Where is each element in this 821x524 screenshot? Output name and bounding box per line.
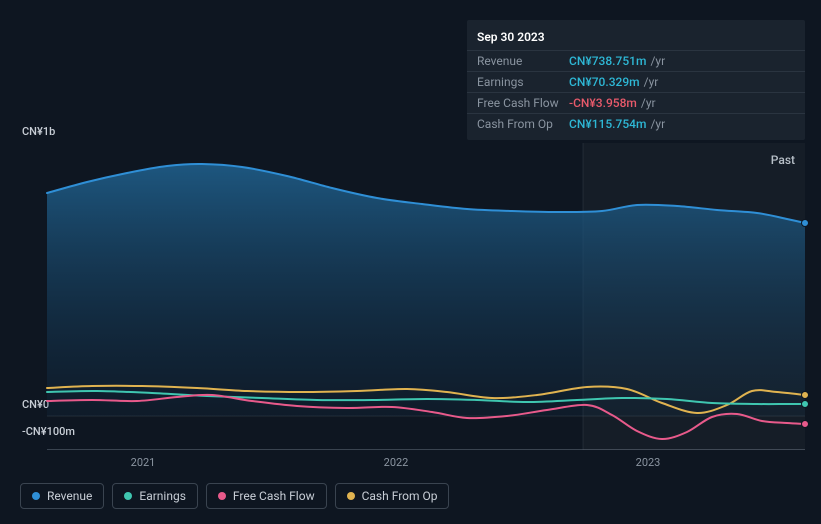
tooltip-unit: /yr [641, 96, 656, 110]
tooltip-unit: /yr [644, 75, 659, 89]
tooltip-value: CN¥70.329m [569, 75, 640, 89]
x-axis-label: 2022 [384, 456, 409, 469]
legend-dot-icon [218, 492, 226, 500]
chart-area: CN¥1bCN¥0-CN¥100m Past 202120222023 [16, 125, 805, 475]
tooltip-date: Sep 30 2023 [467, 26, 805, 50]
legend-label: Revenue [47, 489, 92, 503]
legend: Revenue Earnings Free Cash Flow Cash From O… [20, 483, 449, 509]
legend-dot-icon [347, 492, 355, 500]
tooltip-row: EarningsCN¥70.329m/yr [467, 71, 805, 92]
series-end-dot [802, 220, 809, 227]
past-label: Past [771, 153, 795, 167]
legend-dot-icon [124, 492, 132, 500]
legend-item[interactable]: Cash From Op [335, 483, 450, 509]
series-end-dot [802, 421, 809, 428]
y-axis-label: CN¥0 [22, 398, 49, 411]
legend-dot-icon [32, 492, 40, 500]
x-axis-label: 2021 [131, 456, 156, 469]
x-axis-label: 2023 [636, 456, 661, 469]
tooltip-unit: /yr [650, 117, 665, 131]
tooltip-value: -CN¥3.958m [569, 96, 637, 110]
tooltip-row: Cash From OpCN¥115.754m/yr [467, 113, 805, 134]
legend-item[interactable]: Free Cash Flow [206, 483, 327, 509]
tooltip-label: Free Cash Flow [477, 96, 569, 110]
plot-region[interactable] [47, 143, 805, 450]
tooltip-value: CN¥738.751m [569, 54, 646, 68]
legend-label: Free Cash Flow [233, 489, 315, 503]
tooltip-label: Earnings [477, 75, 569, 89]
x-axis-labels: 2021 2022 2023 [47, 452, 805, 468]
tooltip-unit: /yr [650, 54, 665, 68]
legend-item[interactable]: Earnings [112, 483, 198, 509]
tooltip-label: Revenue [477, 54, 569, 68]
tooltip-row: Free Cash Flow-CN¥3.958m/yr [467, 92, 805, 113]
tooltip-panel: Sep 30 2023 RevenueCN¥738.751m/yrEarning… [467, 20, 805, 140]
series-end-dot [802, 392, 809, 399]
y-axis-label: CN¥1b [22, 125, 55, 138]
legend-item[interactable]: Revenue [20, 483, 104, 509]
legend-label: Earnings [139, 489, 186, 503]
tooltip-label: Cash From Op [477, 117, 569, 131]
tooltip-row: RevenueCN¥738.751m/yr [467, 50, 805, 71]
tooltip-value: CN¥115.754m [569, 117, 646, 131]
legend-label: Cash From Op [362, 489, 438, 503]
series-end-dot [802, 401, 809, 408]
